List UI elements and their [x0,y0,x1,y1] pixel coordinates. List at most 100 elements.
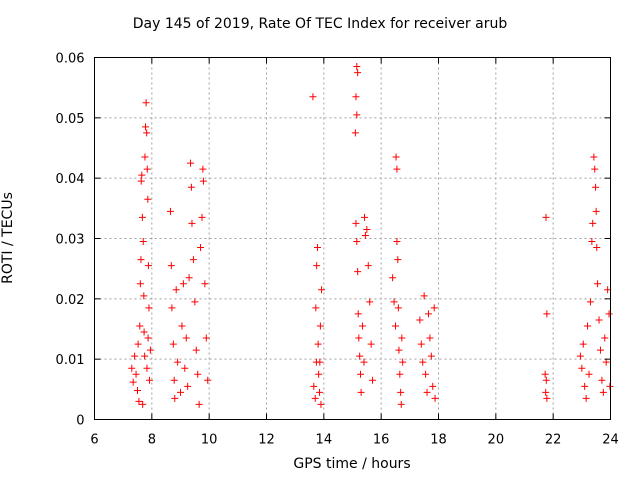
data-point [352,93,360,101]
data-point [427,352,435,360]
data-point [146,376,154,384]
x-axis-label: GPS time / hours [293,456,411,472]
data-point [317,400,325,408]
data-point [167,262,175,270]
data-point [585,370,593,378]
data-point [359,322,367,330]
x-tick-label: 24 [602,433,619,448]
data-point [393,165,401,173]
data-point [599,388,607,396]
data-point [170,376,178,384]
data-point [389,274,397,282]
data-point [601,334,609,342]
data-point [429,382,437,390]
data-point [578,364,586,372]
data-point [129,378,137,386]
data-point [605,310,613,318]
data-point [353,111,361,119]
data-point [185,274,193,282]
data-point [181,364,189,372]
data-point [366,298,374,306]
data-point [354,69,362,77]
x-tick-label: 16 [373,433,390,448]
data-point [353,63,361,71]
data-point [316,322,324,330]
data-point [138,213,146,221]
data-point [591,165,599,173]
data-point [144,334,152,342]
data-point [396,370,404,378]
y-tick-label: 0 [76,414,84,429]
data-point [364,262,372,270]
data-point [394,256,402,264]
x-tick-label: 22 [545,433,562,448]
data-point [177,388,184,396]
data-point [417,340,425,348]
data-point [202,334,210,342]
data-point [178,322,186,330]
data-point [179,280,187,288]
data-point [314,244,322,252]
x-tick-label: 18 [430,433,447,448]
data-point [166,207,174,215]
data-point [143,129,151,137]
y-tick-label: 0.04 [56,172,85,187]
data-point [424,310,432,318]
data-point [356,352,364,360]
data-point [390,298,398,306]
data-point [144,262,152,270]
data-point [135,397,143,405]
data-point [393,238,401,246]
data-point [139,400,147,408]
data-point [397,388,405,396]
y-tick-label: 0.01 [56,353,85,368]
data-point [543,394,551,402]
data-point [592,207,600,215]
data-point [593,244,601,252]
y-tick-label: 0.03 [56,233,85,248]
data-point [353,238,361,246]
x-tick-label: 6 [90,433,98,448]
data-point [419,358,427,366]
data-point [579,340,587,348]
data-point [204,376,212,384]
data-point [194,370,202,378]
data-point [192,346,200,354]
data-point [361,213,369,221]
data-point [604,286,612,294]
data-point [314,340,322,348]
data-point [143,165,151,173]
data-point [187,183,195,191]
data-point [134,387,141,395]
data-point [586,298,594,306]
data-point [420,292,428,300]
data-point [423,388,431,396]
data-point [137,256,145,264]
data-point [188,219,196,227]
data-point [136,322,144,330]
data-point [352,219,360,227]
data-point [139,238,147,246]
data-point [142,99,150,107]
x-tick-label: 12 [258,433,275,448]
data-point [137,177,145,185]
data-point [399,358,407,366]
data-point [168,304,176,312]
data-point [416,316,424,324]
y-tick-label: 0.05 [56,112,85,127]
data-point [584,322,592,330]
data-point [541,370,549,378]
data-point [581,382,589,390]
data-point [395,346,403,354]
data-point [198,213,206,221]
data-point [595,316,603,324]
data-point [422,370,430,378]
data-point [312,304,320,312]
data-point [141,352,149,360]
data-point [576,352,584,360]
data-point [431,394,439,402]
data-point [543,310,551,318]
data-point [590,153,598,161]
data-point [184,382,192,390]
data-point [394,304,402,312]
